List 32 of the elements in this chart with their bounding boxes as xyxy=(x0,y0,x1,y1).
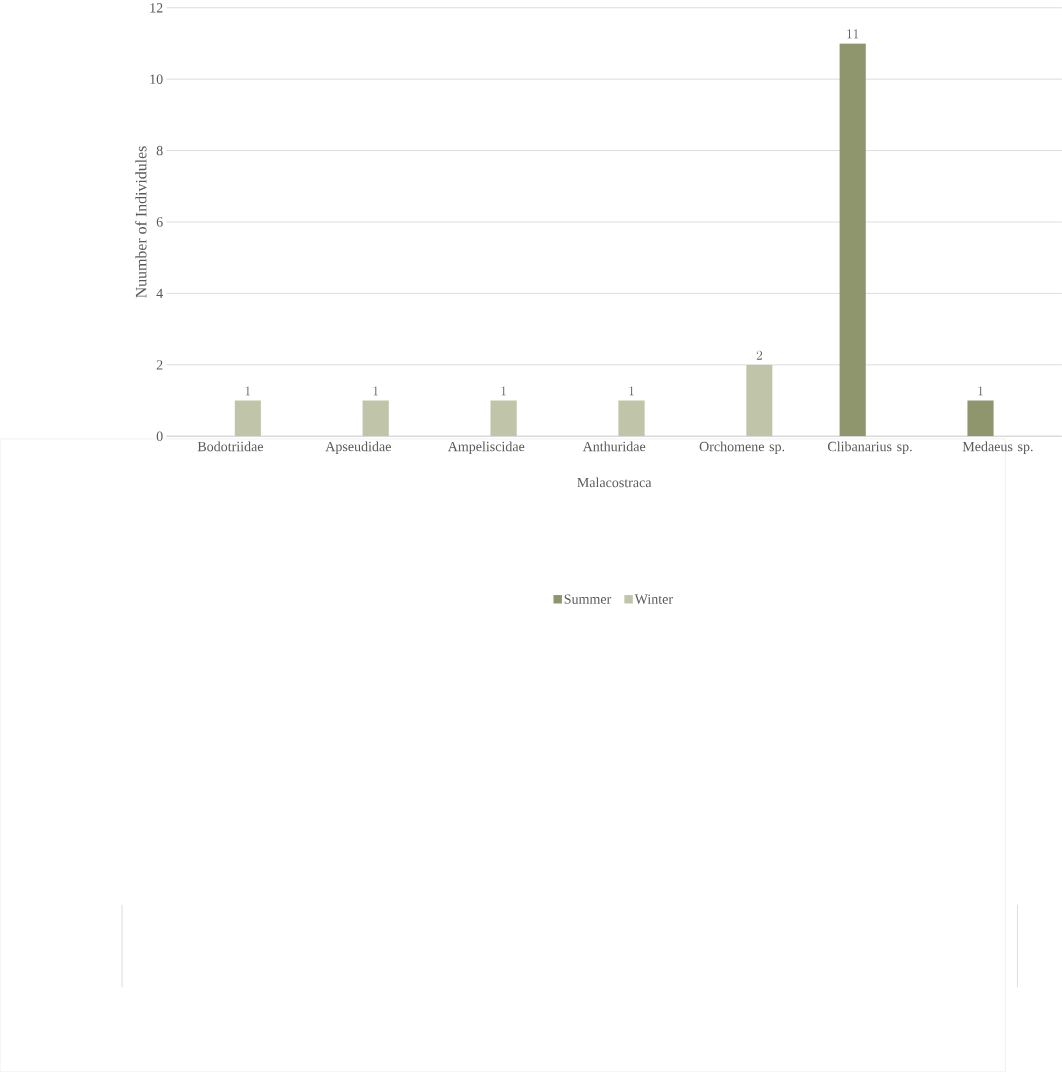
x-axis-title: Malacostraca xyxy=(577,477,652,488)
y-tick-label: 12 xyxy=(150,3,163,13)
bar xyxy=(234,400,261,437)
y-tick-label: 8 xyxy=(156,145,163,156)
bar xyxy=(839,43,866,437)
y-tick-label: 4 xyxy=(156,288,163,299)
bar xyxy=(362,400,389,437)
data-label: 2 xyxy=(756,350,762,360)
y-tick-label: 10 xyxy=(150,74,163,84)
bar xyxy=(967,400,994,437)
data-label: 1 xyxy=(978,386,983,396)
legend-label: Summer xyxy=(564,594,612,604)
y-axis-title: Nuumber of Individules xyxy=(135,146,147,298)
data-label: 1 xyxy=(501,386,506,396)
data-label: 1 xyxy=(373,386,378,396)
data-label: 1 xyxy=(245,386,250,396)
y-tick-label: 2 xyxy=(156,360,163,370)
y-tick-label: 0 xyxy=(156,431,163,441)
bar xyxy=(490,400,517,437)
y-tick-label: 6 xyxy=(156,217,163,227)
data-label: 1 xyxy=(629,386,634,396)
bar xyxy=(746,364,773,437)
x-tick-label: Anthuridae xyxy=(582,441,646,452)
x-tick-label: Apseudidae xyxy=(325,441,391,455)
x-tick-label: Orchomene sp. xyxy=(699,441,785,455)
x-tick-label: Ampeliscidae xyxy=(447,441,525,455)
x-tick-label: Bodotriidae xyxy=(197,441,263,452)
x-tick-label: Medaeus sp. xyxy=(962,441,1033,455)
legend-label: Winter xyxy=(634,594,673,604)
x-tick-label: Clibanarius sp. xyxy=(827,441,912,455)
data-label: 11 xyxy=(847,29,859,39)
bar xyxy=(618,400,645,437)
